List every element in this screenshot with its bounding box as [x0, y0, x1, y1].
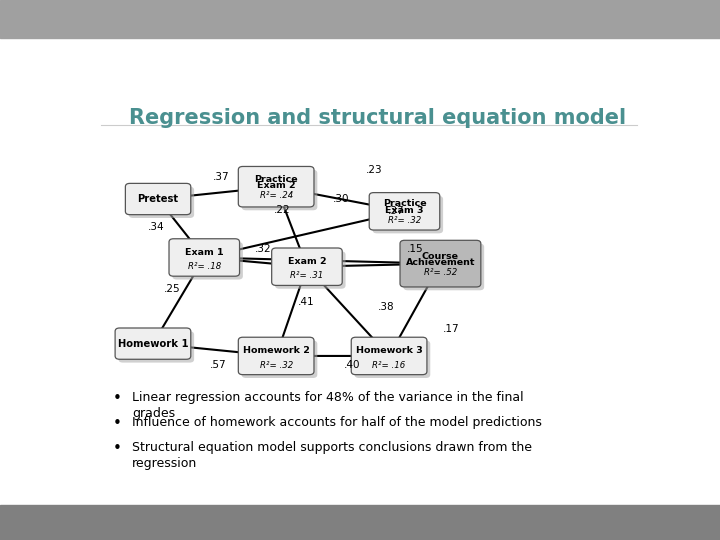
Text: Homework 3: Homework 3	[356, 347, 423, 355]
FancyBboxPatch shape	[238, 338, 314, 375]
Text: Influence of homework accounts for half of the model predictions: Influence of homework accounts for half …	[132, 416, 541, 429]
Text: .37: .37	[213, 172, 230, 182]
Text: Practice: Practice	[382, 199, 426, 208]
Text: Practice: Practice	[254, 175, 298, 184]
Text: Linear regression accounts for 48% of the variance in the final: Linear regression accounts for 48% of th…	[132, 391, 523, 404]
FancyBboxPatch shape	[125, 184, 191, 215]
Text: .23: .23	[366, 165, 383, 174]
Text: R²= .32: R²= .32	[388, 216, 421, 225]
Text: R²= .18: R²= .18	[188, 262, 221, 271]
Text: Regression and structural equation model: Regression and structural equation model	[129, 109, 626, 129]
Text: .30: .30	[333, 194, 349, 204]
Text: http://www.chemcollective.org: http://www.chemcollective.org	[275, 518, 445, 528]
Text: •: •	[112, 441, 121, 456]
Text: .41: .41	[298, 297, 315, 307]
Text: .15: .15	[407, 244, 423, 254]
Text: .25: .25	[164, 284, 181, 294]
Text: .57: .57	[210, 360, 227, 370]
FancyBboxPatch shape	[351, 338, 427, 375]
Text: .37: .37	[387, 206, 404, 216]
FancyBboxPatch shape	[403, 244, 484, 291]
Text: .22: .22	[274, 205, 291, 215]
Text: Exam 1: Exam 1	[185, 248, 224, 257]
FancyBboxPatch shape	[369, 193, 440, 230]
Text: •: •	[112, 416, 121, 431]
FancyBboxPatch shape	[355, 341, 431, 378]
FancyBboxPatch shape	[271, 248, 342, 286]
Text: R²= .16: R²= .16	[372, 361, 405, 369]
FancyBboxPatch shape	[169, 239, 240, 276]
Text: Homework 1: Homework 1	[117, 339, 188, 349]
Text: R²= .52: R²= .52	[424, 268, 457, 277]
FancyBboxPatch shape	[275, 251, 346, 289]
FancyBboxPatch shape	[129, 187, 194, 218]
Text: R²= .31: R²= .31	[290, 272, 323, 280]
FancyBboxPatch shape	[400, 240, 481, 287]
Text: .34: .34	[148, 222, 164, 232]
Text: R²= .32: R²= .32	[259, 361, 293, 369]
FancyBboxPatch shape	[238, 166, 314, 207]
Text: Homework 2: Homework 2	[243, 347, 310, 355]
Text: Exam 2: Exam 2	[287, 257, 326, 266]
Text: Achievement: Achievement	[405, 258, 475, 267]
Text: regression: regression	[132, 457, 197, 470]
FancyBboxPatch shape	[242, 170, 318, 210]
FancyBboxPatch shape	[372, 196, 443, 233]
FancyBboxPatch shape	[172, 242, 243, 280]
Text: .38: .38	[377, 302, 394, 312]
Text: grades: grades	[132, 407, 175, 420]
Text: R²= .24: R²= .24	[259, 191, 293, 200]
Text: Exam 3: Exam 3	[385, 206, 424, 215]
Text: .32: .32	[255, 244, 271, 254]
Text: GRC 2007: GRC 2007	[22, 518, 82, 528]
Text: .17: .17	[444, 324, 460, 334]
Text: Pretest: Pretest	[138, 194, 179, 204]
FancyBboxPatch shape	[119, 332, 194, 362]
Text: 14: 14	[684, 518, 698, 528]
Text: •: •	[112, 391, 121, 406]
FancyBboxPatch shape	[115, 328, 191, 359]
Text: Exam 2: Exam 2	[257, 181, 295, 191]
Text: Course: Course	[422, 252, 459, 261]
Text: .40: .40	[344, 360, 361, 370]
FancyBboxPatch shape	[242, 341, 318, 378]
Text: Structural equation model supports conclusions drawn from the: Structural equation model supports concl…	[132, 441, 532, 454]
